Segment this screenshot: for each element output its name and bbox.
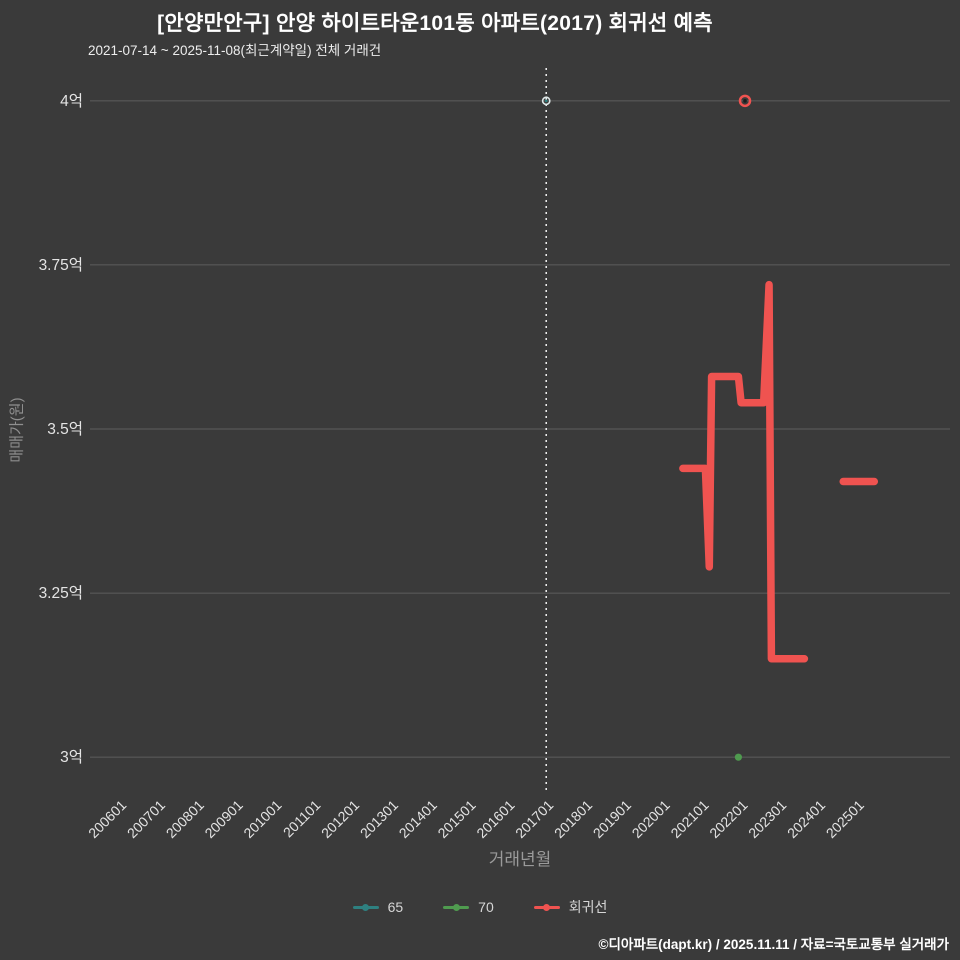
- x-tick-label: 201701: [512, 797, 556, 841]
- regression-outlier-marker: [738, 94, 752, 108]
- x-tick-label: 200701: [124, 797, 168, 841]
- legend-label-70: 70: [478, 899, 494, 915]
- x-tick-label: 201801: [551, 797, 595, 841]
- x-tick-label: 201201: [318, 797, 362, 841]
- regression-outlier-marker-center: [743, 99, 747, 103]
- y-tick-label: 3.5억: [47, 420, 83, 438]
- legend-item-70: 70: [443, 899, 494, 915]
- series-65-marker-center: [544, 99, 548, 103]
- y-tick-label: 3억: [60, 748, 83, 766]
- x-tick-label: 202101: [667, 797, 711, 841]
- chart-subtitle: 2021-07-14 ~ 2025-11-08(최근계약일) 전체 거래건: [88, 43, 382, 58]
- x-tick-label: 201101: [280, 797, 324, 841]
- x-tick-label: 201401: [396, 797, 440, 841]
- y-tick-label: 3.75억: [39, 256, 83, 274]
- regression-line: [679, 280, 809, 663]
- legend-label-regression: 회귀선: [568, 899, 608, 915]
- x-tick-label: 201301: [357, 797, 401, 841]
- legend-swatch-regression-icon: [533, 902, 560, 913]
- series-65-marker: [541, 96, 551, 106]
- chart-title: [안양만안구] 안양 하이트타운101동 아파트(2017) 회귀선 예측: [157, 12, 713, 35]
- x-tick-label: 200901: [201, 797, 245, 841]
- legend-swatch-65-icon: [352, 902, 379, 913]
- x-tick-label: 201501: [434, 797, 478, 841]
- legend-swatch-70-icon: [443, 902, 470, 913]
- x-tick-label: 201601: [473, 797, 517, 841]
- legend-label-65: 65: [387, 899, 404, 915]
- y-tick-label: 4억: [60, 92, 83, 110]
- legend-item-65: 65: [352, 899, 404, 915]
- x-tick-label: 201901: [590, 797, 634, 841]
- y-tick-label: 3.25억: [39, 584, 83, 602]
- x-tick-label: 202201: [706, 797, 750, 841]
- x-tick-label: 200801: [163, 797, 207, 841]
- series-70-marker: [734, 753, 742, 761]
- legend-item-regression: 회귀선: [533, 897, 608, 917]
- x-axis-title: 거래년월: [488, 850, 552, 869]
- x-tick-label: 201001: [240, 797, 284, 841]
- x-tick-label: 202001: [629, 797, 673, 841]
- x-tick-label: 202401: [784, 797, 828, 841]
- x-tick-label: 202501: [823, 797, 867, 841]
- footer-credit: ©디아파트(dapt.kr) / 2025.11.11 / 자료=국토교통부 실…: [598, 937, 949, 952]
- x-tick-label: 200601: [85, 797, 129, 841]
- legend: 65 70 회귀선: [0, 897, 960, 917]
- x-tick-label: 202301: [745, 797, 789, 841]
